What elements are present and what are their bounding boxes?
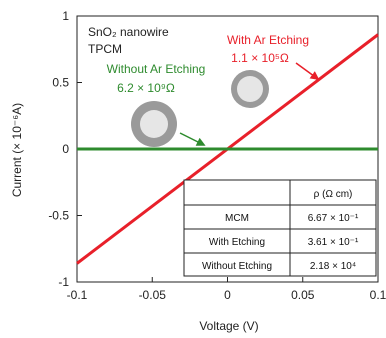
x-tick-label: 0 [224,288,231,302]
nanowire-cross-section-icon [231,70,269,108]
x-axis-title: Voltage (V) [199,319,258,333]
x-tick-label: -0.1 [67,288,88,302]
y-tick-label: 0 [62,142,69,156]
sample-label: SnO₂ nanowire [88,25,169,39]
with-etch-label: With Ar Etching [227,33,309,47]
y-tick-label: 1 [62,9,69,23]
y-axis-title: Current (× 10⁻⁶A) [10,103,24,197]
table-row-value: 2.18 × 10⁴ [310,261,356,272]
table-row-value: 3.61 × 10⁻¹ [308,237,359,248]
table-row-label: Without Etching [202,261,272,272]
method-label: TPCM [88,42,122,56]
table-row-value: 6.67 × 10⁻¹ [308,213,359,224]
y-tick-label: -0.5 [48,209,69,223]
without-etch-resistance: 6.2 × 10⁹Ω [117,81,175,95]
resistivity-table: ρ (Ω cm) MCM 6.67 × 10⁻¹ With Etching 3.… [183,179,377,277]
with-etch-arrow-icon [295,62,320,81]
without-etch-label: Without Ar Etching [107,62,206,76]
x-axis-ticks: -0.1 -0.05 0 0.05 0.1 [67,277,386,302]
without-etch-arrow-icon [179,132,206,146]
table-row-label: With Etching [209,237,265,248]
y-tick-label: -1 [58,275,69,289]
with-etch-resistance: 1.1 × 10⁵Ω [231,51,289,65]
x-tick-label: 0.05 [291,288,315,302]
y-tick-label: 0.5 [52,76,69,90]
table-header-rho: ρ (Ω cm) [314,189,353,200]
table-row-label: MCM [225,213,249,224]
x-tick-label: 0.1 [370,288,386,302]
nanowire-cross-section-icon [131,101,177,147]
x-tick-label: -0.05 [139,288,167,302]
